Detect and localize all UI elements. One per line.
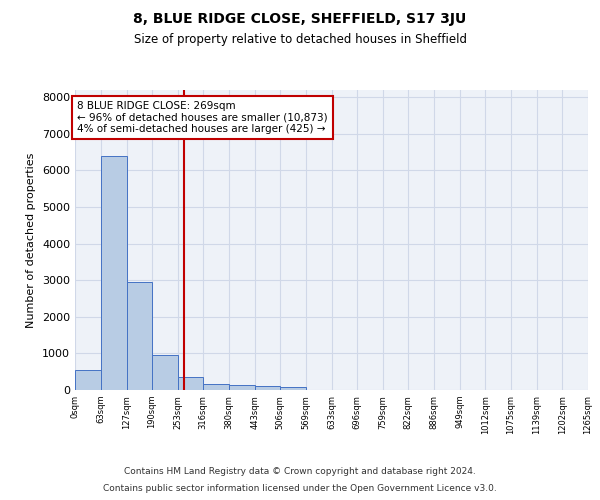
Text: Size of property relative to detached houses in Sheffield: Size of property relative to detached ho…	[133, 32, 467, 46]
Bar	[254, 386, 280, 390]
Bar	[101, 156, 127, 390]
Text: Contains public sector information licensed under the Open Government Licence v3: Contains public sector information licen…	[103, 484, 497, 493]
Text: Contains HM Land Registry data © Crown copyright and database right 2024.: Contains HM Land Registry data © Crown c…	[124, 468, 476, 476]
Bar	[75, 370, 101, 390]
Y-axis label: Number of detached properties: Number of detached properties	[26, 152, 37, 328]
Bar	[203, 384, 229, 390]
Bar	[280, 387, 306, 390]
Bar	[152, 355, 178, 390]
Bar	[229, 386, 254, 390]
Bar	[178, 377, 203, 390]
Text: 8, BLUE RIDGE CLOSE, SHEFFIELD, S17 3JU: 8, BLUE RIDGE CLOSE, SHEFFIELD, S17 3JU	[133, 12, 467, 26]
Text: 8 BLUE RIDGE CLOSE: 269sqm
← 96% of detached houses are smaller (10,873)
4% of s: 8 BLUE RIDGE CLOSE: 269sqm ← 96% of deta…	[77, 101, 328, 134]
Bar	[127, 282, 152, 390]
